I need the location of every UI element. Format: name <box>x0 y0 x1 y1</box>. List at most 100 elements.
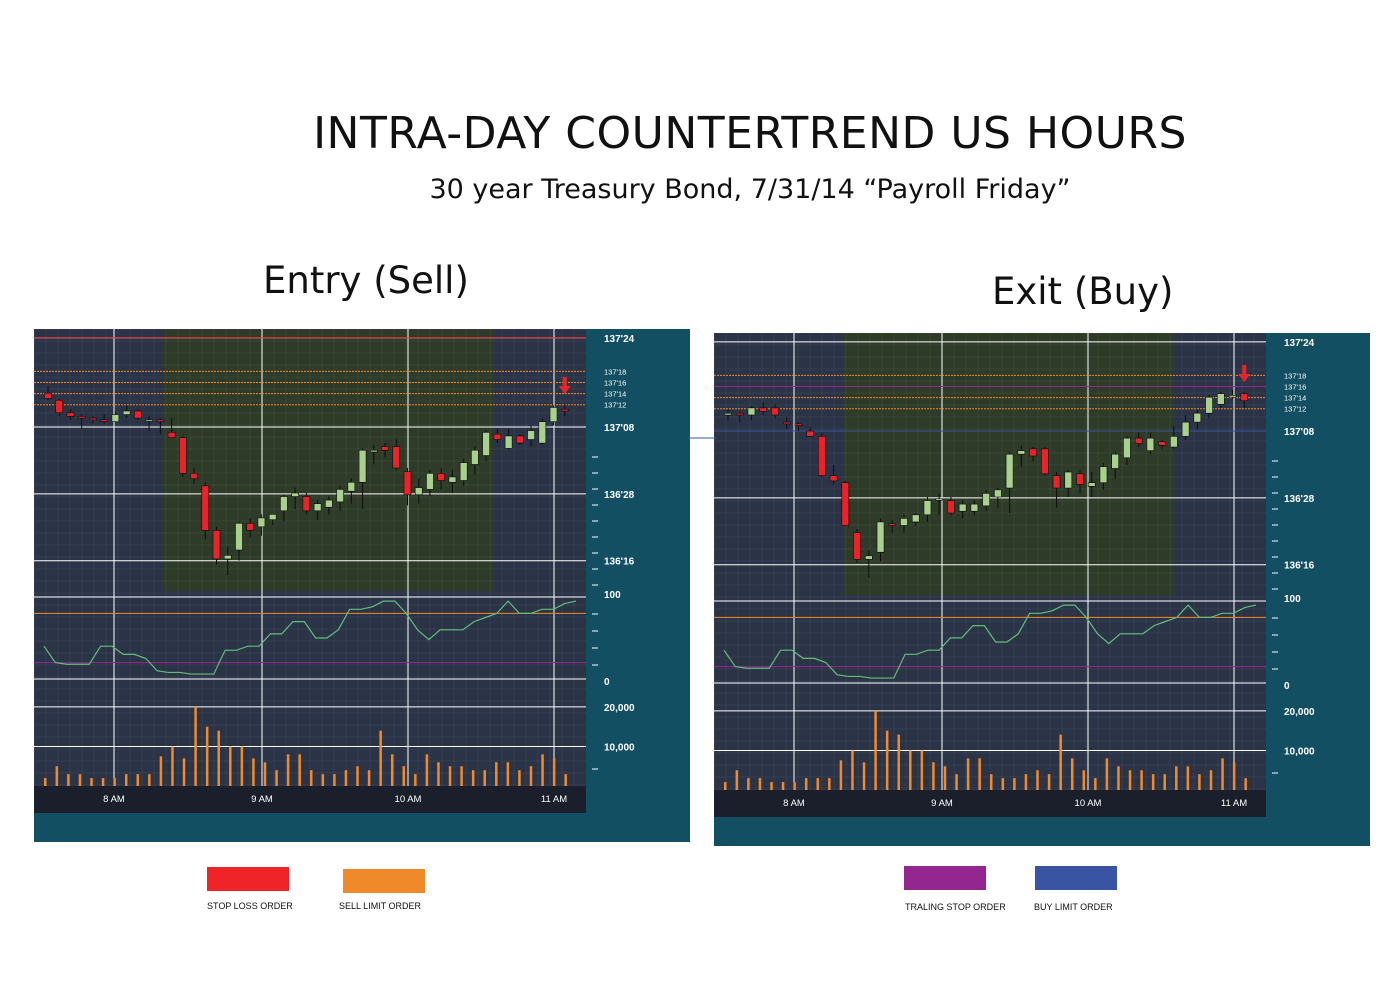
volume-bar <box>804 778 808 790</box>
volume-bar <box>310 770 313 786</box>
trailing-stop-legend-label: TRALING STOP ORDER <box>905 902 1006 912</box>
candle-body <box>958 503 967 512</box>
candle-body <box>1052 475 1061 489</box>
volume-bar <box>1232 762 1236 790</box>
price-axis-label: 137'18 <box>604 367 626 376</box>
exit-chart-title: Exit (Buy) <box>992 270 1174 313</box>
volume-bar <box>909 750 912 790</box>
candle-body <box>735 412 744 416</box>
candle-body <box>1087 482 1096 487</box>
price-axis-label: 137'12 <box>604 401 626 410</box>
candle-body <box>829 475 838 482</box>
volume-bar <box>205 726 209 786</box>
candle-body <box>325 499 333 508</box>
volume-bar <box>529 766 533 786</box>
volume-bar <box>1198 774 1201 790</box>
volume-bar <box>298 754 301 786</box>
candle-body <box>392 446 401 469</box>
candle-body <box>111 414 120 422</box>
candle-body <box>381 446 389 451</box>
time-axis-label: 10 AM <box>395 794 422 805</box>
candle-body <box>935 498 943 501</box>
time-axis-band <box>714 790 1266 817</box>
price-axis-label: 136'28 <box>1284 494 1315 505</box>
volume-bar <box>874 710 877 790</box>
volume-bar <box>471 770 475 786</box>
candle-body <box>212 530 221 560</box>
volume-bar <box>793 782 796 790</box>
volume-bar <box>1128 770 1132 790</box>
time-axis-label: 11 AM <box>541 794 567 805</box>
volume-bar <box>943 766 947 790</box>
volume-axis-label: 20,000 <box>604 703 635 714</box>
candle-body <box>1240 393 1249 402</box>
price-axis-label: 137'18 <box>1284 371 1306 380</box>
volume-bar <box>897 734 900 790</box>
candle-body <box>145 419 153 422</box>
volume-bar <box>885 730 889 790</box>
candle-body <box>900 518 908 526</box>
candle-body <box>347 481 356 492</box>
price-axis-label: 137'12 <box>1284 405 1306 414</box>
volume-bar <box>217 730 220 786</box>
candle-body <box>853 532 861 560</box>
candle-body <box>302 496 311 512</box>
candle-body <box>516 435 524 444</box>
candle-body <box>759 407 768 412</box>
candle-body <box>794 423 803 426</box>
price-axis-label: 137'08 <box>1284 427 1315 438</box>
candle-body <box>560 408 569 412</box>
volume-bar <box>1117 766 1120 790</box>
price-axis-label: 137'14 <box>1284 394 1306 403</box>
candle-body <box>369 449 378 453</box>
price-axis-label: 136'28 <box>604 490 635 501</box>
volume-bar <box>1047 774 1051 790</box>
time-axis-label: 8 AM <box>783 798 805 809</box>
candle-body <box>911 514 920 523</box>
oscillator-line <box>723 604 1257 679</box>
candle-body <box>818 436 826 476</box>
candle-body <box>982 493 990 507</box>
candle-body <box>841 482 850 526</box>
volume-bar <box>920 750 924 790</box>
candle-body <box>55 399 64 414</box>
candle-body <box>1134 437 1143 444</box>
price-axis-label: 136'16 <box>1284 561 1315 572</box>
candle-body <box>414 487 423 496</box>
time-axis-label: 8 AM <box>103 794 125 805</box>
candle-body <box>806 430 814 437</box>
volume-bar <box>483 770 486 786</box>
signal-arrow-shaft <box>562 377 567 387</box>
candle-body <box>876 521 885 553</box>
volume-bar <box>851 750 854 790</box>
volume-bar <box>78 774 82 786</box>
buy-limit-legend-label: BUY LIMIT ORDER <box>1034 902 1113 912</box>
volume-bar <box>1151 774 1155 790</box>
volume-bar <box>1221 758 1224 790</box>
candle-body <box>1099 466 1108 484</box>
candle-body <box>1216 393 1225 405</box>
volume-bar <box>148 774 151 786</box>
candle-body <box>1228 395 1237 398</box>
volume-bar <box>344 770 348 786</box>
volume-bar <box>437 762 440 786</box>
volume-bar <box>55 766 59 786</box>
volume-bar <box>816 778 820 790</box>
volume-bar <box>839 760 843 790</box>
page-subtitle: 30 year Treasury Bond, 7/31/14 “Payroll … <box>429 174 1071 205</box>
volume-bar <box>978 758 981 790</box>
candle-body <box>724 412 732 416</box>
volume-bar <box>333 774 336 786</box>
candle-body <box>865 555 873 560</box>
volume-bar <box>735 770 739 790</box>
candle-body <box>947 500 955 514</box>
candle-body <box>747 407 756 416</box>
candle-body <box>89 417 97 421</box>
candle-body <box>437 473 445 481</box>
volume-bar <box>781 782 785 790</box>
price-axis-label: 137'24 <box>1284 338 1315 349</box>
candle-body <box>313 503 322 512</box>
volume-bar <box>159 756 163 786</box>
candle-body <box>268 514 277 521</box>
volume-axis-label: 10,000 <box>604 742 635 753</box>
